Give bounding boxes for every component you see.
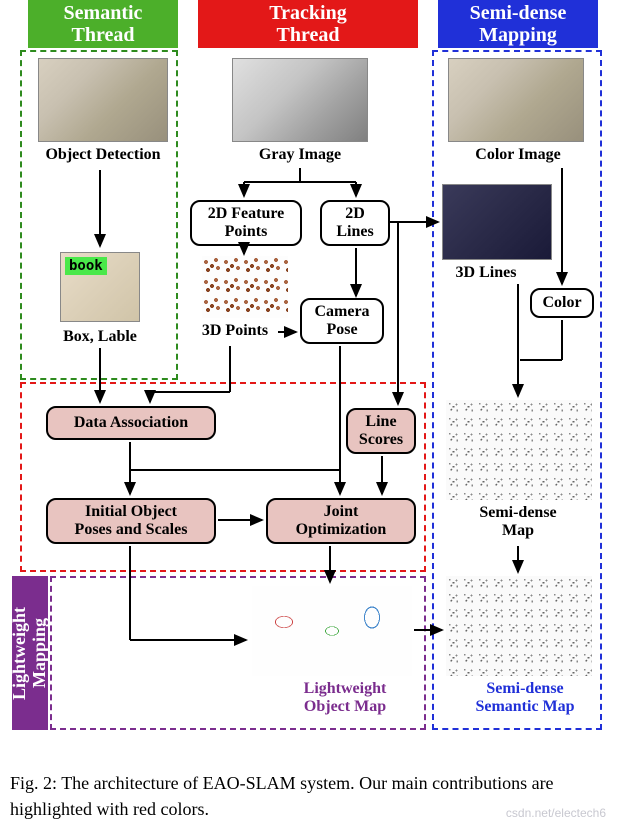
header-semidense-text: Semi-dense Mapping — [470, 2, 567, 46]
joint-opt-text: Joint Optimization — [296, 503, 387, 538]
lightweight-map-text: Lightweight Object Map — [304, 680, 387, 715]
gray-image-label: Gray Image — [240, 146, 360, 164]
gray-image — [232, 58, 368, 142]
header-semidense: Semi-dense Mapping — [438, 0, 598, 48]
initial-poses-node: Initial Object Poses and Scales — [46, 498, 216, 544]
lines3d-label: 3D Lines — [446, 264, 526, 282]
header-semantic: Semantic Thread — [28, 0, 178, 48]
color-text: Color — [542, 294, 581, 312]
semidense-semantic-label: Semi-dense Semantic Map — [450, 680, 600, 715]
line-scores-text: Line Scores — [359, 413, 403, 448]
header-tracking: Tracking Thread — [198, 0, 418, 48]
object-detection-image — [38, 58, 168, 142]
camera-pose-text: Camera Pose — [314, 303, 369, 338]
object-detection-label: Object Detection — [28, 146, 178, 164]
watermark: csdn.net/electech6 — [506, 806, 606, 820]
initial-poses-text: Initial Object Poses and Scales — [75, 503, 188, 538]
semidense-map-image — [446, 400, 592, 500]
semidense-semantic-text: Semi-dense Semantic Map — [475, 680, 574, 715]
header-tracking-text: Tracking Thread — [269, 2, 346, 46]
semidense-semantic-image — [446, 576, 592, 676]
color-image-label: Color Image — [458, 146, 578, 164]
lightweight-map-label: Lightweight Object Map — [280, 680, 410, 715]
lightweight-side-label: Lightweight Mapping — [12, 576, 48, 730]
color-image — [448, 58, 584, 142]
lines3d-image — [442, 184, 552, 260]
joint-opt-node: Joint Optimization — [266, 498, 416, 544]
architecture-diagram: Semantic Thread Tracking Thread Semi-den… — [10, 0, 610, 740]
feature-points-node: 2D Feature Points — [190, 200, 302, 246]
points3d-label: 3D Points — [190, 322, 280, 340]
lightweight-side-text: Lightweight Mapping — [10, 607, 50, 700]
feature-points-text: 2D Feature Points — [208, 205, 285, 240]
data-association-node: Data Association — [46, 406, 216, 440]
data-association-text: Data Association — [74, 414, 188, 432]
line-scores-node: Line Scores — [346, 408, 416, 454]
header-semantic-text: Semantic Thread — [64, 2, 143, 46]
book-tag: book — [65, 257, 107, 275]
lines2d-text: 2D Lines — [336, 205, 373, 240]
camera-pose-node: Camera Pose — [300, 298, 384, 344]
box-label-text: Box, Lable — [50, 328, 150, 346]
book-image: book — [60, 252, 140, 322]
semidense-map-text: Semi-dense Map — [479, 504, 556, 539]
color-node: Color — [530, 288, 594, 318]
semidense-map-label: Semi-dense Map — [458, 504, 578, 539]
lines2d-node: 2D Lines — [320, 200, 390, 246]
lightweight-map-image — [252, 586, 412, 676]
points-image — [202, 256, 288, 318]
